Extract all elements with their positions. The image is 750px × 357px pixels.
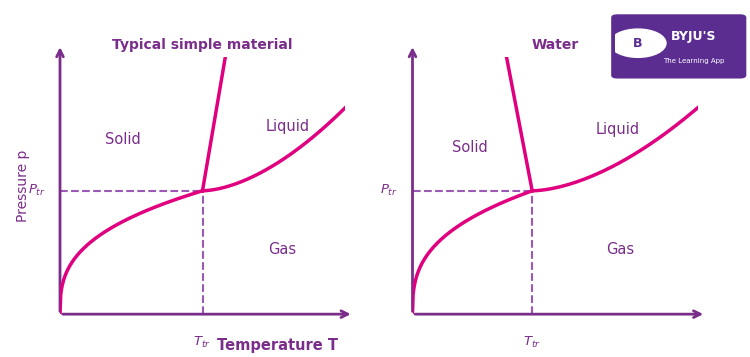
Text: Gas: Gas	[268, 242, 296, 257]
Text: Temperature T: Temperature T	[217, 338, 338, 353]
FancyBboxPatch shape	[611, 14, 746, 79]
Text: The Learning App: The Learning App	[663, 57, 724, 64]
Text: BYJU'S: BYJU'S	[671, 30, 717, 43]
Text: $P_{tr}$: $P_{tr}$	[380, 183, 398, 198]
Text: Liquid: Liquid	[266, 119, 310, 134]
Text: $T_{tr}$: $T_{tr}$	[524, 335, 542, 350]
Text: Pressure p: Pressure p	[16, 150, 30, 222]
Text: Liquid: Liquid	[596, 122, 640, 137]
Text: Solid: Solid	[105, 132, 140, 147]
Text: $P_{tr}$: $P_{tr}$	[28, 183, 46, 198]
Text: $T_{tr}$: $T_{tr}$	[194, 335, 211, 350]
Title: Typical simple material: Typical simple material	[112, 38, 292, 52]
Text: Solid: Solid	[452, 140, 488, 155]
Text: B: B	[633, 37, 643, 50]
Circle shape	[610, 29, 666, 57]
Text: Gas: Gas	[607, 242, 634, 257]
Title: Water: Water	[531, 38, 579, 52]
